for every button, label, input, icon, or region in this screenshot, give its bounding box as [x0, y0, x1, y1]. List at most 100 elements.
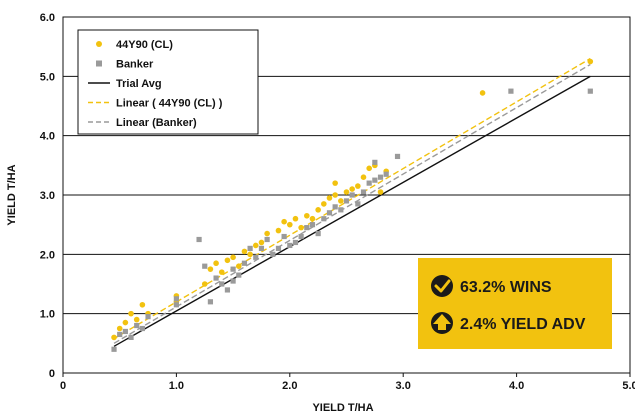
data-point-banker	[145, 314, 151, 320]
trend-lines	[113, 57, 591, 347]
data-point-44y90	[338, 198, 344, 204]
data-point-banker	[134, 322, 140, 329]
data-point-44y90	[321, 201, 327, 207]
data-point-44y90	[366, 165, 372, 172]
data-point-44y90	[479, 90, 486, 96]
data-point-banker	[321, 216, 327, 222]
data-point-banker	[349, 192, 355, 198]
data-point-banker	[241, 260, 248, 266]
data-point-44y90	[332, 192, 338, 198]
data-point-banker	[139, 325, 145, 332]
x-tick-label: 3.0	[396, 380, 411, 392]
data-point-44y90	[281, 218, 287, 225]
y-tick-label: 2.0	[40, 249, 55, 261]
data-point-banker	[264, 236, 270, 243]
data-point-banker	[360, 189, 367, 195]
data-point-banker	[111, 346, 117, 352]
data-point-banker	[372, 159, 378, 165]
legend-label: Linear ( 44Y90 (CL) )	[116, 98, 223, 110]
legend-box	[77, 29, 259, 135]
stats-callout: 63.2% WINS 2.4% YIELD ADV	[418, 258, 612, 349]
data-point-banker	[230, 266, 236, 272]
data-point-44y90	[139, 301, 146, 308]
data-point-44y90	[332, 180, 338, 186]
legend-marker-circle	[96, 41, 102, 47]
data-point-44y90	[252, 242, 259, 249]
data-point-banker	[219, 281, 225, 287]
data-point-44y90	[201, 281, 208, 287]
up-arrow-circle-icon	[431, 312, 453, 334]
y-tick-label: 3.0	[40, 190, 55, 202]
wins-text: 63.2% WINS	[460, 279, 552, 296]
data-point-banker	[332, 204, 338, 210]
data-point-banker	[587, 88, 593, 94]
data-point-44y90	[264, 230, 270, 237]
data-point-banker	[287, 242, 293, 249]
data-point-44y90	[224, 257, 231, 264]
x-tick-label: 2.0	[282, 380, 297, 392]
trend-line	[113, 63, 591, 344]
data-point-44y90	[292, 215, 299, 222]
data-point-banker	[173, 296, 179, 302]
data-point-44y90	[122, 319, 129, 326]
data-point-banker	[270, 251, 276, 257]
data-point-44y90	[587, 58, 594, 65]
data-point-banker	[355, 201, 361, 207]
data-point-banker	[372, 177, 378, 183]
data-point-44y90	[304, 212, 310, 219]
data-point-banker	[394, 153, 401, 160]
data-point-44y90	[275, 227, 282, 234]
data-point-banker	[173, 302, 179, 308]
x-tick-label: 1.0	[169, 380, 184, 392]
x-tick-label: 0	[60, 380, 66, 392]
data-point-banker	[304, 225, 310, 231]
data-point-banker	[298, 233, 304, 240]
data-point-banker	[236, 272, 242, 278]
data-point-44y90	[218, 269, 225, 275]
data-point-44y90	[207, 266, 214, 272]
data-point-44y90	[343, 189, 350, 195]
y-tick-label: 1.0	[40, 309, 55, 321]
data-point-banker	[207, 299, 214, 305]
data-point-banker	[247, 245, 253, 251]
data-point-44y90	[298, 224, 304, 231]
data-point-banker	[508, 88, 514, 94]
trend-line	[113, 57, 591, 340]
data-point-banker	[213, 275, 219, 281]
data-point-44y90	[360, 174, 367, 180]
y-axis-ticks: 0 1.0 2.0 3.0 4.0 5.0 6.0	[40, 12, 55, 380]
data-point-banker	[326, 210, 333, 216]
data-point-banker	[258, 245, 265, 251]
data-point-44y90	[377, 189, 384, 195]
data-point-banker	[281, 233, 287, 240]
y-tick-label: 0	[49, 368, 55, 380]
y-tick-label: 5.0	[40, 71, 55, 83]
y-tick-label: 6.0	[40, 12, 55, 24]
data-point-44y90	[230, 254, 236, 261]
checkmark-circle-icon	[431, 275, 453, 297]
data-point-44y90	[241, 248, 248, 255]
y-axis-title: YIELD T/HA	[6, 164, 18, 225]
data-point-banker	[292, 239, 299, 246]
legend-label: Trial Avg	[116, 78, 162, 90]
data-point-44y90	[213, 260, 219, 267]
x-tick-label: 4.0	[509, 380, 524, 392]
y-tick-label: 4.0	[40, 131, 55, 143]
data-point-44y90	[116, 325, 123, 332]
data-point-banker	[224, 287, 231, 293]
legend: 44Y90 (CL) Banker Trial Avg Linear ( 44Y90 …	[77, 29, 259, 135]
x-axis-title: YIELD T/HA	[312, 402, 373, 414]
data-point-banker	[122, 328, 128, 335]
data-point-banker	[202, 263, 208, 269]
trend-line	[113, 75, 591, 347]
data-point-44y90	[315, 207, 321, 213]
data-point-banker	[315, 230, 321, 237]
data-point-banker	[253, 254, 259, 260]
x-axis-ticks: 0 1.0 2.0 3.0 4.0 5.0	[60, 373, 635, 392]
data-point-banker	[128, 334, 134, 340]
data-point-44y90	[258, 239, 265, 246]
data-point-banker	[377, 174, 384, 180]
x-tick-label: 5.0	[622, 380, 635, 392]
data-points	[111, 58, 594, 352]
